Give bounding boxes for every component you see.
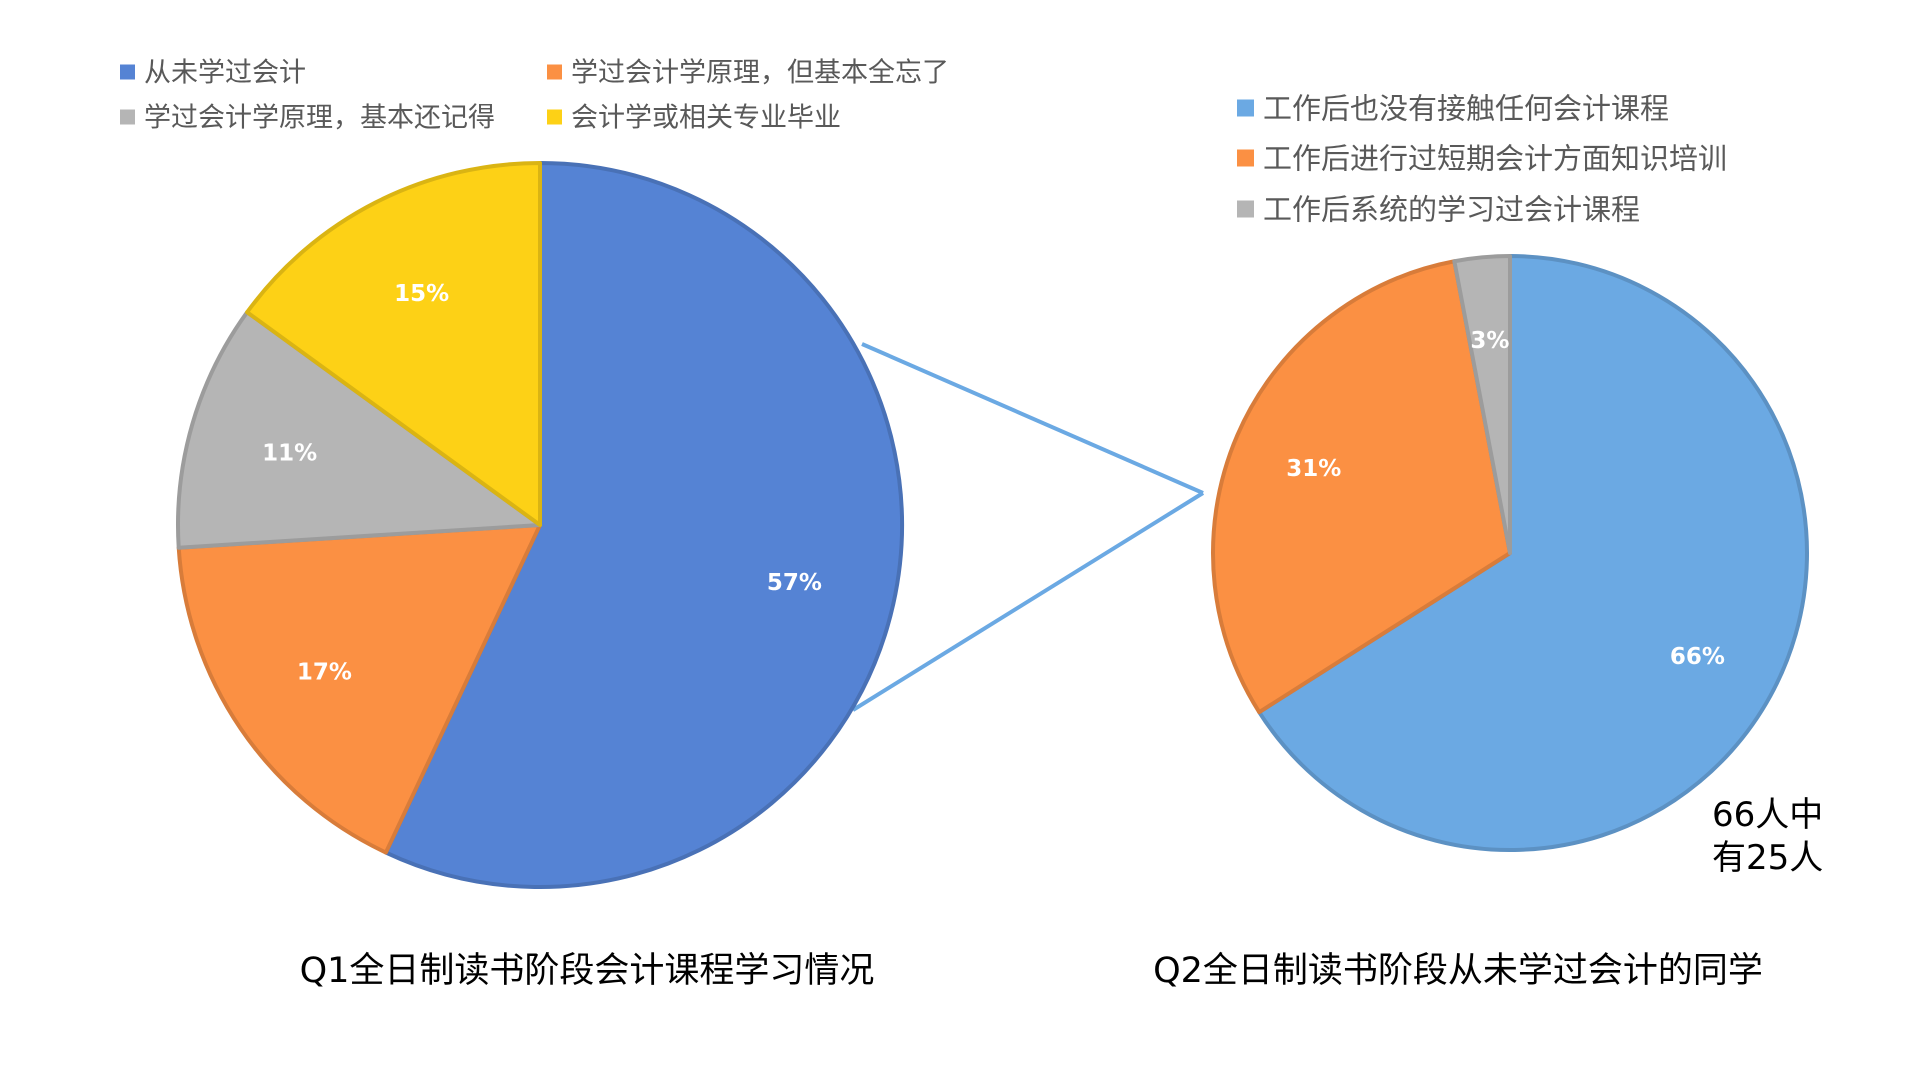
pie-2-label-1: 66%	[1670, 644, 1725, 670]
legend-2-swatch-2	[1237, 149, 1254, 167]
legend-q2: 工作后也没有接触任何会计课程工作后进行过短期会计方面知识培训工作后系统的学习过会…	[1237, 91, 1727, 226]
pie-2-label-2: 31%	[1286, 456, 1341, 482]
legend-1-item-1: 从未学过会计	[144, 58, 306, 89]
legend-2-swatch-1	[1237, 99, 1254, 117]
legend-1-swatch-1	[120, 64, 135, 80]
chart-title-q2: Q2全日制读书阶段从未学过会计的同学	[1153, 951, 1763, 991]
legend-1-item-2: 学过会计学原理，但基本全忘了	[571, 58, 949, 89]
legend-2-item-1: 工作后也没有接触任何会计课程	[1263, 91, 1669, 125]
legend-1-swatch-4	[547, 109, 562, 125]
pie-2-slice-1	[1257, 254, 1809, 852]
legend-1-item-3: 学过会计学原理，基本还记得	[144, 103, 495, 134]
pie-1-label-2: 17%	[297, 660, 352, 686]
pie-1-label-1: 57%	[767, 570, 822, 596]
legend-1-item-4: 会计学或相关专业毕业	[571, 103, 841, 134]
pie-chart-q1: 57% 17% 11% 15%	[176, 161, 905, 889]
pie-2-slice-2	[1210, 259, 1512, 715]
pie-1-slice-2	[176, 523, 542, 855]
pie-2-label-3: 3%	[1470, 328, 1509, 354]
connector-line-lower	[851, 491, 1205, 712]
pie-1-label-4: 15%	[394, 281, 449, 307]
legend-2-item-3: 工作后系统的学习过会计课程	[1263, 192, 1640, 226]
legend-2-item-2: 工作后进行过短期会计方面知识培训	[1263, 141, 1727, 175]
chart-title-q1: Q1全日制读书阶段会计课程学习情况	[300, 951, 875, 991]
pie-chart-q2: 66% 31% 3%	[1210, 254, 1809, 852]
annotation-line-1: 66人中	[1712, 795, 1823, 835]
pie-1-slice-3	[176, 310, 542, 550]
pie-2-slice-3	[1452, 254, 1512, 555]
annotation-line-2: 有25人	[1712, 838, 1823, 878]
pie-1-slice-1	[383, 161, 905, 889]
pie-1-label-3: 11%	[262, 440, 317, 466]
legend-1-swatch-2	[547, 64, 562, 80]
legend-2-swatch-3	[1237, 200, 1254, 218]
connector-lines	[851, 342, 1205, 712]
legend-1-swatch-3	[120, 109, 135, 125]
connector-line-upper	[861, 342, 1204, 495]
pie-1-slice-4	[245, 161, 542, 527]
